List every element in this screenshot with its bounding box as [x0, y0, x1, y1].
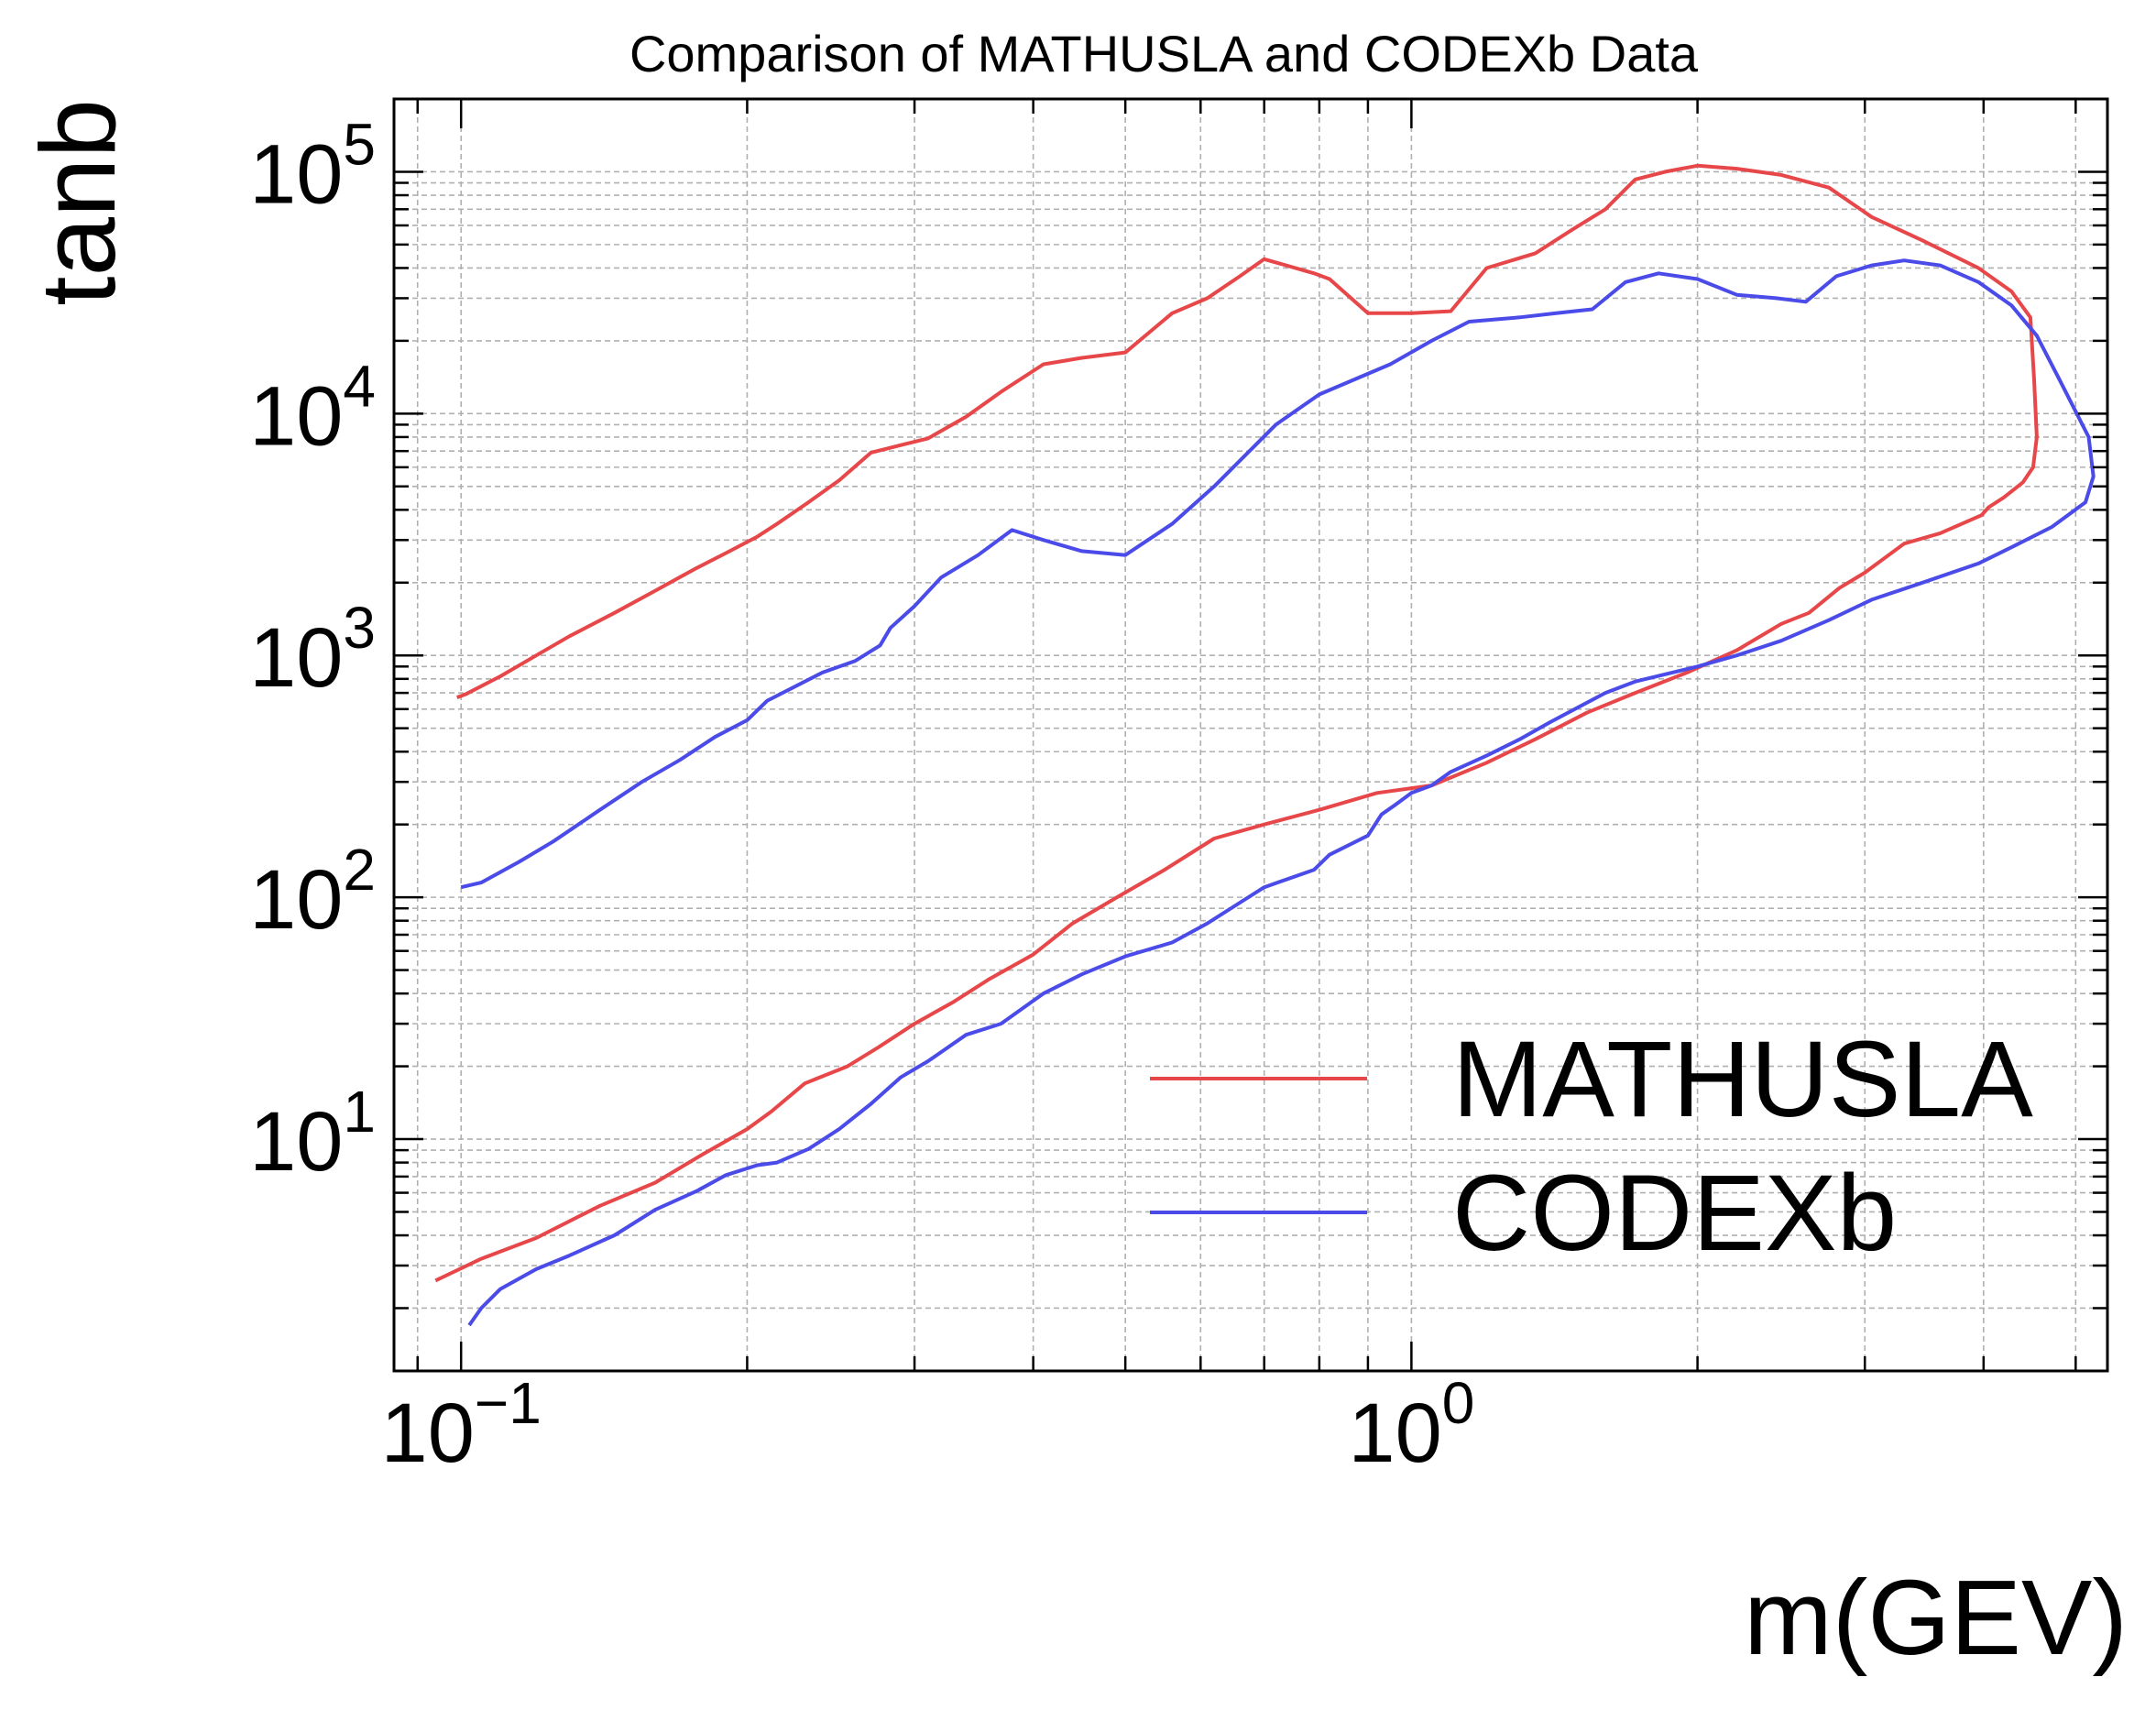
x-axis-label: m(GEV)	[1744, 1558, 2128, 1677]
series-line-mathusla	[434, 163, 2039, 1283]
chart-title: Comparison of MATHUSLA and CODEXb Data	[629, 25, 1699, 82]
x-tick-label: 10−1	[381, 1370, 542, 1480]
series-layer	[434, 163, 2096, 1327]
y-tick-label: 103	[249, 595, 376, 705]
legend-label-codexb: CODEXb	[1452, 1153, 1897, 1274]
legend-label-mathusla: MATHUSLA	[1452, 1019, 2033, 1140]
y-axis-label: tanb	[18, 99, 137, 306]
plot-frame	[392, 97, 2109, 1373]
legend: MATHUSLA CODEXb	[1150, 1019, 2033, 1274]
y-tick-label: 101	[249, 1079, 376, 1189]
series-line-codexb	[460, 258, 2096, 1327]
y-tick-label: 105	[249, 111, 376, 221]
tick-labels: 10−1 100 101 102 103 104 105	[249, 111, 1474, 1480]
x-tick-label: 100	[1348, 1370, 1474, 1480]
y-tick-label: 104	[249, 353, 376, 463]
ticks	[394, 97, 2107, 1371]
y-tick-label: 102	[249, 837, 376, 947]
